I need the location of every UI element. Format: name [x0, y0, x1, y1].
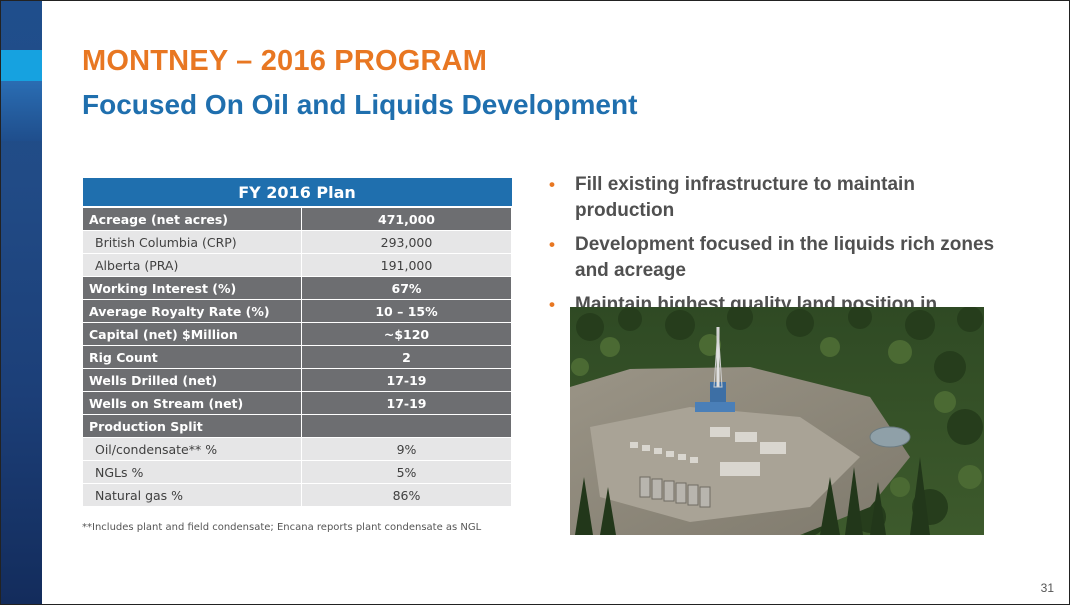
bullet-dot-icon: • — [549, 175, 555, 194]
row-label: Wells on Stream (net) — [82, 391, 302, 415]
table-row: Production Split — [82, 414, 512, 438]
row-label: Natural gas % — [82, 483, 302, 507]
row-value: 191,000 — [301, 253, 512, 277]
table-row: Natural gas % 86% — [82, 483, 512, 507]
slide-title: MONTNEY – 2016 PROGRAM — [82, 45, 488, 77]
row-value: 5% — [301, 460, 512, 484]
table-row: British Columbia (CRP) 293,000 — [82, 230, 512, 254]
bullet-item: • Fill existing infrastructure to mainta… — [549, 172, 999, 224]
row-value: 86% — [301, 483, 512, 507]
sidebar-accent-block — [1, 50, 42, 81]
row-value: 471,000 — [301, 206, 512, 231]
row-value: 17-19 — [301, 391, 512, 415]
row-label: Working Interest (%) — [82, 276, 302, 300]
row-value: 2 — [301, 345, 512, 369]
row-label: Capital (net) $Million — [82, 322, 302, 346]
table-row: Acreage (net acres) 471,000 — [82, 206, 512, 231]
table-footnote: **Includes plant and field condensate; E… — [82, 522, 482, 533]
row-label: Oil/condensate** % — [82, 437, 302, 461]
table-row: Capital (net) $Million ~$120 — [82, 322, 512, 346]
sidebar-mid-band — [1, 81, 42, 141]
row-value — [301, 414, 512, 438]
table-row: Oil/condensate** % 9% — [82, 437, 512, 461]
table-row: Rig Count 2 — [82, 345, 512, 369]
row-value: 17-19 — [301, 368, 512, 392]
row-value: 67% — [301, 276, 512, 300]
row-label: Average Royalty Rate (%) — [82, 299, 302, 323]
table-row: Average Royalty Rate (%) 10 – 15% — [82, 299, 512, 323]
table-row: Alberta (PRA) 191,000 — [82, 253, 512, 277]
row-label: British Columbia (CRP) — [82, 230, 302, 254]
table-row: Wells on Stream (net) 17-19 — [82, 391, 512, 415]
aerial-drilling-site-photo — [570, 307, 984, 535]
page-number: 31 — [1040, 581, 1054, 595]
row-label: Acreage (net acres) — [82, 206, 302, 231]
row-label: Rig Count — [82, 345, 302, 369]
row-label: Production Split — [82, 414, 302, 438]
row-value: 293,000 — [301, 230, 512, 254]
row-label: NGLs % — [82, 460, 302, 484]
row-value: 9% — [301, 437, 512, 461]
bullet-text: Fill existing infrastructure to maintain… — [575, 174, 915, 221]
bullet-item: • Development focused in the liquids ric… — [549, 232, 999, 284]
table-row: Working Interest (%) 67% — [82, 276, 512, 300]
row-value: ~$120 — [301, 322, 512, 346]
bullet-dot-icon: • — [549, 235, 555, 254]
slide-subtitle: Focused On Oil and Liquids Development — [82, 89, 638, 120]
plan-table: FY 2016 Plan Acreage (net acres) 471,000… — [82, 178, 512, 507]
row-label: Alberta (PRA) — [82, 253, 302, 277]
table-row: Wells Drilled (net) 17-19 — [82, 368, 512, 392]
plan-table-header: FY 2016 Plan — [82, 178, 512, 208]
bullet-text: Development focused in the liquids rich … — [575, 234, 995, 281]
row-value: 10 – 15% — [301, 299, 512, 323]
bullet-dot-icon: • — [549, 295, 555, 314]
table-row: NGLs % 5% — [82, 460, 512, 484]
row-label: Wells Drilled (net) — [82, 368, 302, 392]
plan-table-header-row: FY 2016 Plan — [82, 178, 512, 208]
